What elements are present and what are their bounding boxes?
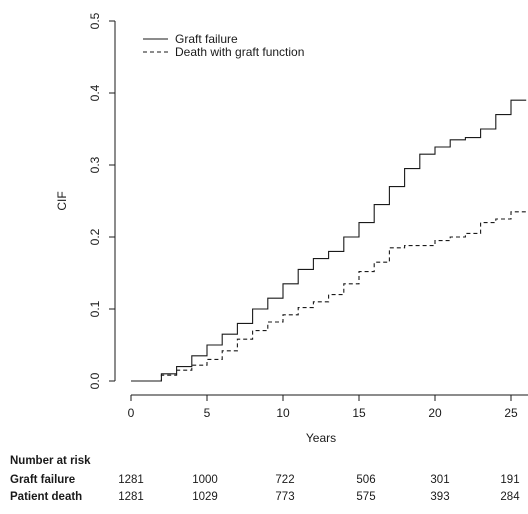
series-graft-failure-line — [131, 99, 527, 382]
risk-value: 506 — [356, 474, 375, 486]
legend-label: Graft failure — [175, 32, 238, 46]
y-tick-label: 0.5 — [88, 12, 102, 29]
risk-value: 1029 — [192, 491, 218, 503]
x-tick-label: 10 — [276, 406, 290, 420]
x-tick-label: 20 — [428, 406, 442, 420]
y-tick-label: 0.3 — [88, 156, 102, 173]
y-tick-label: 0.0 — [88, 372, 102, 389]
risk-value: 191 — [500, 474, 519, 486]
risk-value: 1000 — [192, 474, 218, 486]
risk-table-title: Number at risk — [10, 455, 91, 467]
x-axis-label: Years — [306, 431, 336, 445]
risk-value: 575 — [356, 491, 375, 503]
y-axis-label: CIF — [55, 191, 69, 210]
risk-value: 722 — [275, 474, 294, 486]
series-layer — [131, 99, 527, 382]
axes: 0.0 0.1 0.2 0.3 0.4 0.5 CIF 0 5 10 15 20 25 Years — [55, 12, 528, 445]
risk-value: 301 — [430, 474, 449, 486]
x-tick-label: 25 — [504, 406, 518, 420]
series-death-with-graft-function-line — [131, 211, 527, 382]
risk-table: Number at risk Graft failure 1281 1000 722 50… — [10, 455, 520, 503]
risk-value: 1281 — [118, 474, 144, 486]
x-tick-label: 15 — [352, 406, 366, 420]
x-tick-label: 0 — [128, 406, 135, 420]
risk-value: 393 — [430, 491, 449, 503]
risk-value: 773 — [275, 491, 294, 503]
risk-value: 284 — [500, 491, 520, 503]
risk-row-label: Patient death — [10, 491, 82, 503]
y-tick-label: 0.4 — [88, 84, 102, 101]
legend-label: Death with graft function — [175, 45, 304, 59]
x-tick-label: 5 — [204, 406, 211, 420]
y-tick-label: 0.1 — [88, 300, 102, 317]
risk-value: 1281 — [118, 491, 144, 503]
risk-row-label: Graft failure — [10, 474, 75, 486]
y-tick-label: 0.2 — [88, 228, 102, 245]
